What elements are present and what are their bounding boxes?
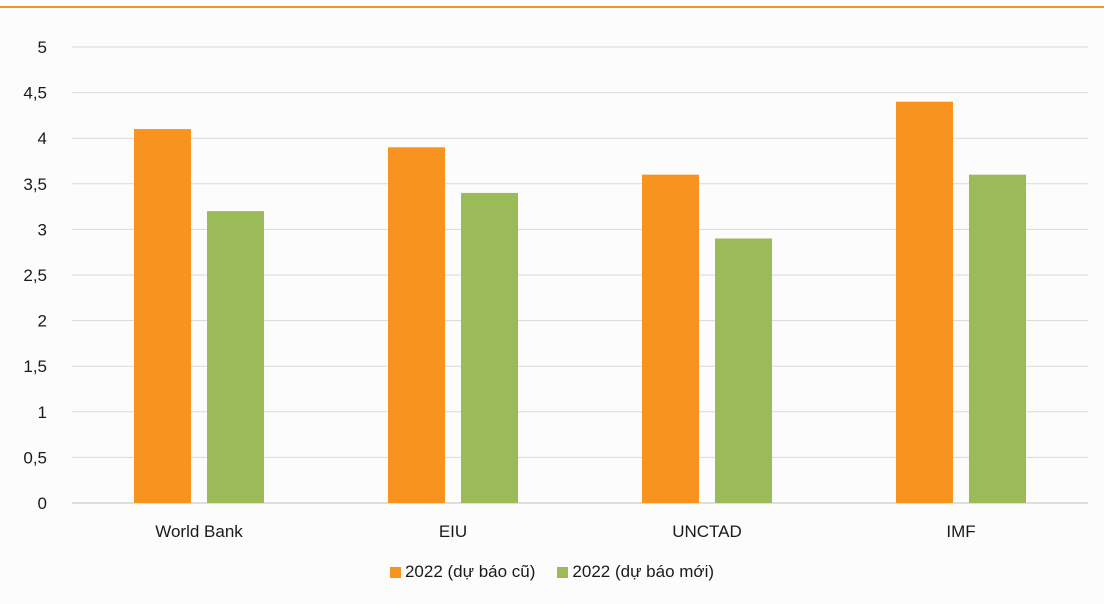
y-tick-label: 5: [38, 38, 47, 57]
bar-world-bank-series-2: [207, 211, 264, 503]
legend-item-old-forecast: 2022 (dự báo cũ): [389, 562, 536, 582]
y-tick-label: 1: [38, 403, 47, 422]
bar-world-bank-series-1: [134, 129, 191, 503]
bar-imf-series-2: [969, 174, 1026, 503]
legend-swatch-old-forecast: [389, 566, 401, 578]
top-accent-rule: [0, 6, 1104, 8]
y-tick-label: 4: [38, 129, 47, 148]
y-tick-label: 2,5: [23, 266, 47, 285]
x-tick-label: World Bank: [155, 522, 243, 541]
y-tick-label: 0: [38, 494, 47, 513]
bar-imf-series-1: [896, 101, 953, 503]
y-tick-label: 3,5: [23, 175, 47, 194]
legend-swatch-new-forecast: [557, 566, 569, 578]
x-axis-tick-labels: World Bank EIU UNCTAD IMF: [155, 522, 975, 541]
bar-unctad-series-1: [642, 174, 699, 503]
y-tick-label: 2: [38, 312, 47, 331]
legend-label-old-forecast: 2022 (dự báo cũ): [404, 562, 536, 581]
y-axis-tick-labels: 0 0,5 1 1,5 2 2,5 3 3,5 4 4,5 5: [23, 38, 47, 513]
x-tick-label: EIU: [439, 522, 467, 541]
y-tick-label: 3: [38, 220, 47, 239]
bar-eiu-series-2: [461, 192, 518, 504]
x-tick-label: UNCTAD: [672, 522, 742, 541]
legend-item-new-forecast: 2022 (dự báo mới): [557, 562, 714, 582]
legend-label-new-forecast: 2022 (dự báo mới): [572, 562, 715, 581]
y-tick-label: 0,5: [23, 448, 47, 467]
bar-eiu-series-1: [388, 147, 445, 503]
y-tick-label: 1,5: [23, 357, 47, 376]
y-tick-label: 4,5: [23, 84, 47, 103]
x-tick-label: IMF: [946, 522, 975, 541]
bars: [134, 101, 1026, 504]
bar-unctad-series-2: [715, 238, 772, 503]
legend: 2022 (dự báo cũ) 2022 (dự báo mới): [0, 562, 1104, 582]
